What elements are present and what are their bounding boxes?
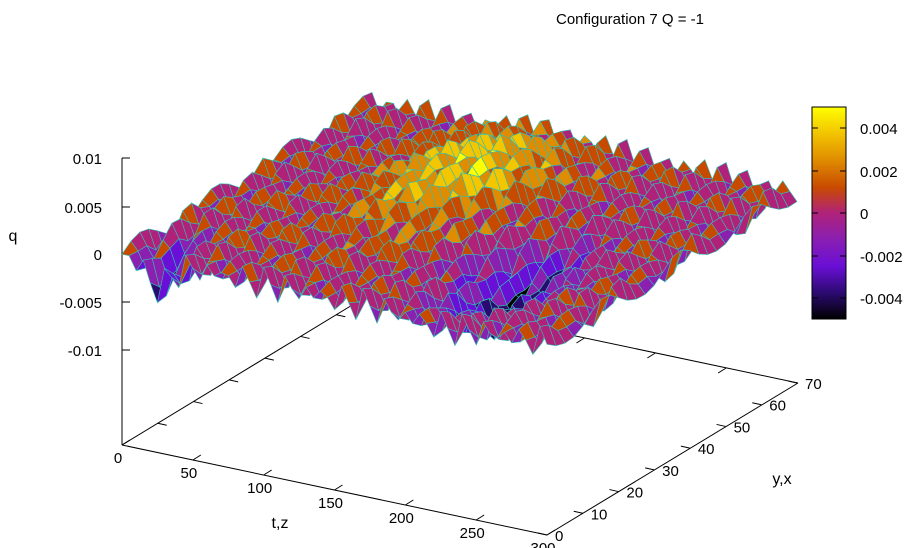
x-tick-mark — [121, 439, 131, 446]
y-back-tick — [336, 314, 346, 318]
y-tick-mark — [609, 489, 619, 493]
z-tick-label: 0.01 — [73, 151, 102, 168]
colorbar-tick-label: -0.002 — [860, 249, 903, 266]
chart-title: Configuration 7 Q = -1 — [556, 11, 704, 28]
x-back-tick — [576, 337, 585, 344]
y-back-tick — [300, 335, 310, 339]
colorbar-tick-label: -0.004 — [860, 291, 903, 308]
y-tick-mark — [645, 467, 655, 471]
x-back-tick — [647, 352, 656, 359]
x-back-tick — [717, 367, 727, 374]
x-tick-label: 0 — [114, 450, 122, 467]
y-tick-label: 60 — [769, 398, 786, 415]
x-tick-mark — [263, 469, 272, 476]
y-tick-mark — [537, 532, 548, 536]
x-tick-mark — [475, 514, 485, 521]
y-tick-mark — [787, 380, 798, 384]
y-tick-mark — [716, 423, 726, 427]
y-back-tick — [193, 401, 203, 405]
y-tick-label: 30 — [662, 463, 679, 480]
y-back-tick — [157, 422, 167, 426]
x-tick-mark — [405, 499, 414, 506]
y-tick-label: 20 — [626, 485, 643, 502]
y-tick-label: 40 — [698, 441, 715, 458]
x-tick-label: 300 — [530, 540, 555, 548]
y-tick-mark — [573, 510, 583, 514]
x-tick-mark — [334, 484, 343, 491]
x-tick-label: 250 — [460, 525, 485, 542]
surface-cell — [539, 324, 557, 347]
z-tick-label: -0.01 — [68, 343, 102, 360]
y-axis-label: y,x — [772, 471, 791, 488]
z-tick-label: -0.005 — [59, 295, 102, 312]
colorbar-tick-label: 0 — [860, 206, 868, 223]
x-axis-label: t,z — [272, 515, 289, 532]
y-tick-label: 70 — [805, 376, 822, 393]
y-tick-label: 0 — [555, 528, 563, 545]
y-tick-mark — [752, 402, 762, 406]
colorbar: 0.004 0.002 0 -0.002 -0.004 — [811, 106, 903, 320]
y-tick-mark — [680, 445, 690, 449]
z-axis-label: q — [9, 228, 18, 245]
y-tick-label: 10 — [591, 506, 608, 523]
x-tick-label: 50 — [180, 465, 197, 482]
y-tick-label: 50 — [734, 419, 751, 436]
z-tick-label: 0.005 — [64, 200, 102, 217]
x-tick-mark — [546, 529, 556, 536]
x-tick-label: 150 — [318, 495, 343, 512]
z-axis: 0.01 0.005 0 -0.005 -0.01 q — [9, 151, 130, 445]
x-tick-label: 100 — [247, 480, 272, 497]
y-back-tick — [264, 357, 274, 361]
x-axis: 050100150200250300 — [114, 307, 727, 548]
colorbar-tick-label: 0.002 — [860, 164, 898, 181]
colorbar-tick-label: 0.004 — [860, 121, 898, 138]
x-tick-mark — [192, 454, 202, 461]
surface-mesh — [121, 92, 798, 355]
x-tick-label: 200 — [389, 510, 414, 527]
y-back-tick — [229, 379, 239, 383]
y-axis: 0 10 20 30 40 50 60 70 — [157, 314, 822, 545]
z-tick-label: 0 — [94, 247, 102, 264]
